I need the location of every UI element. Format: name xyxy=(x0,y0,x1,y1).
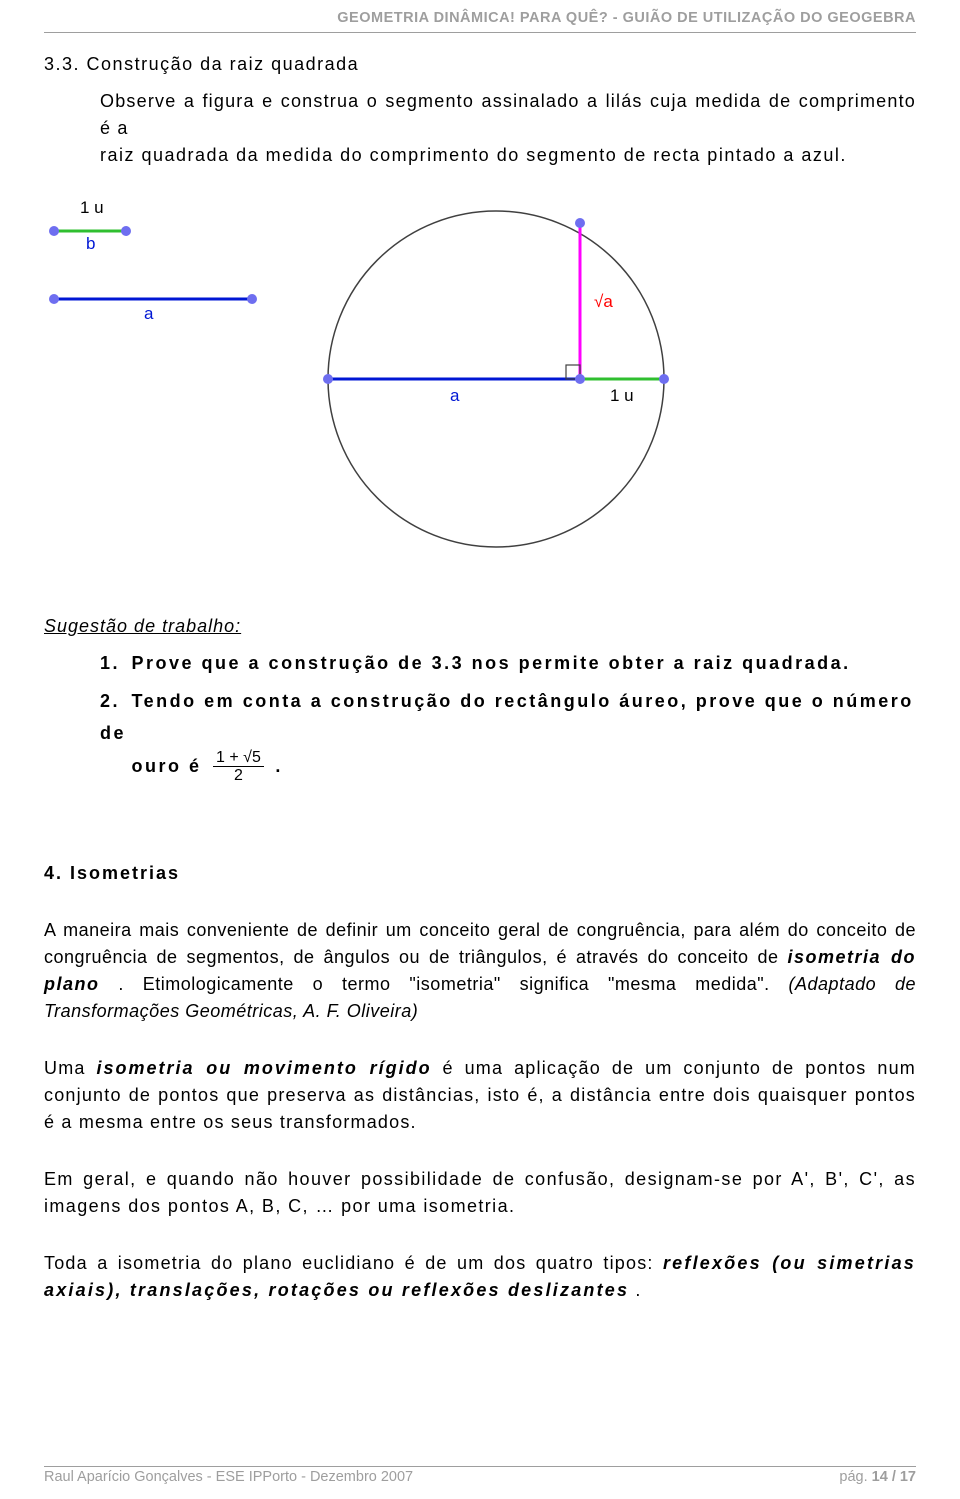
p4-c: . xyxy=(635,1280,641,1300)
p1-a: A maneira mais conveniente de definir um… xyxy=(44,920,916,967)
p1-c: . Etimologicamente o termo "isometria" s… xyxy=(118,974,788,994)
paragraph-4: Toda a isometria do plano euclidiano é d… xyxy=(44,1250,916,1304)
footer-left: Raul Aparício Gonçalves - ESE IPPorto - … xyxy=(44,1467,413,1489)
fraction: 1 + √5 2 xyxy=(213,750,264,784)
page-footer: Raul Aparício Gonçalves - ESE IPPorto - … xyxy=(44,1467,916,1489)
paragraph-1: A maneira mais conveniente de definir um… xyxy=(44,917,916,1025)
section-4-heading: 4. Isometrias xyxy=(44,860,916,887)
paragraph-3: Em geral, e quando não houver possibilid… xyxy=(44,1166,916,1220)
intro-line-2: raiz quadrada da medida do comprimento d… xyxy=(100,142,916,169)
suggestion-list: 1. Prove que a construção de 3.3 nos per… xyxy=(44,650,916,784)
p2-a: Uma xyxy=(44,1058,97,1078)
suggestion-heading: Sugestão de trabalho: xyxy=(44,613,916,640)
circle-point-top xyxy=(575,218,585,228)
section-title: Construção da raiz quadrada xyxy=(87,54,360,74)
figure-circle: a 1 u √a xyxy=(276,189,716,577)
circle-svg: a 1 u √a xyxy=(276,189,716,569)
section-number: 3.3. xyxy=(44,54,80,74)
label-a: a xyxy=(144,304,154,323)
figure-left-segments: 1 u b a xyxy=(44,189,264,331)
page-content: 3.3. Construção da raiz quadrada Observe… xyxy=(0,33,960,1304)
item-text-b: ouro é xyxy=(132,756,210,776)
item-text-c: . xyxy=(275,756,283,776)
p2-b: isometria ou movimento rígido xyxy=(97,1058,432,1078)
page-header: GEOMETRIA DINÂMICA! PARA QUÊ? - GUIÃO DE… xyxy=(0,0,960,32)
footer-page-number: 14 / 17 xyxy=(872,1469,916,1485)
paragraph-2: Uma isometria ou movimento rígido é uma … xyxy=(44,1055,916,1136)
item-text: Prove que a construção de 3.3 nos permit… xyxy=(132,653,851,673)
p4-a: Toda a isometria do plano euclidiano é d… xyxy=(44,1253,663,1273)
point-a-start xyxy=(49,294,59,304)
item-text-a: Tendo em conta a construção do rectângul… xyxy=(100,691,914,743)
item-number: 2. xyxy=(100,685,124,717)
footer-right: pág. 14 / 17 xyxy=(839,1467,916,1489)
point-b-end xyxy=(121,226,131,236)
unit-label-b: 1 u xyxy=(80,198,104,217)
footer-page-label: pág. xyxy=(839,1469,871,1485)
item-number: 1. xyxy=(100,650,124,677)
point-b-start xyxy=(49,226,59,236)
segments-svg: 1 u b a xyxy=(44,193,264,323)
label-b: b xyxy=(86,234,95,253)
fraction-numerator: 1 + √5 xyxy=(213,750,264,767)
section-title-row: 3.3. Construção da raiz quadrada xyxy=(44,51,916,78)
list-item: 2. Tendo em conta a construção do rectân… xyxy=(100,685,916,784)
label-diameter-a: a xyxy=(450,386,460,405)
circle-point-right xyxy=(659,374,669,384)
intro-line-1: Observe a figura e construa o segmento a… xyxy=(100,88,916,142)
label-diameter-unit: 1 u xyxy=(610,386,634,405)
figure-row: 1 u b a xyxy=(44,189,916,577)
circle-point-foot xyxy=(575,374,585,384)
fraction-denominator: 2 xyxy=(213,767,264,784)
label-sqrt-a: √a xyxy=(594,292,613,311)
point-a-end xyxy=(247,294,257,304)
circle-point-left xyxy=(323,374,333,384)
list-item: 1. Prove que a construção de 3.3 nos per… xyxy=(100,650,916,677)
